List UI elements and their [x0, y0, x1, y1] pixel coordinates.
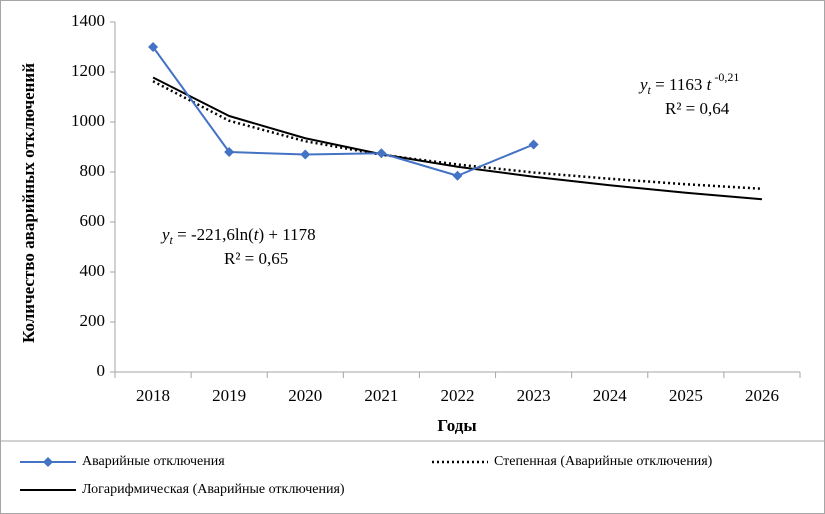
marker [224, 147, 235, 157]
y-tick-label: 800 [80, 161, 106, 180]
y-tick-label: 0 [97, 361, 106, 380]
power-r2: R² = 0,64 [665, 99, 730, 118]
eq-t: t [707, 75, 713, 94]
y-tick-label: 200 [80, 311, 106, 330]
marker [148, 42, 159, 52]
x-tick-label: 2026 [745, 386, 779, 405]
x-axis-label: Годы [437, 416, 476, 435]
y-tick-label: 400 [80, 261, 106, 280]
y-tick-label: 600 [80, 211, 106, 230]
marker [452, 170, 463, 181]
marker [376, 148, 387, 159]
y-tick-label: 1400 [71, 11, 105, 30]
legend-label: Аварийные отключения [82, 454, 225, 469]
eq-y: y [638, 75, 648, 94]
x-tick-label: 2020 [288, 386, 322, 405]
eq-t: t [254, 225, 260, 244]
y-axis-label: Количество аварийных отключений [19, 63, 38, 343]
legend-label: Степенная (Аварийные отключения) [494, 454, 713, 469]
x-tick-label: 2023 [517, 386, 551, 405]
y-tick-label: 1000 [71, 111, 105, 130]
x-tick-label: 2019 [212, 386, 246, 405]
series-line [152, 76, 763, 201]
legend-label: Логарифмическая (Аварийные отключения) [82, 482, 345, 497]
marker [43, 457, 53, 467]
x-tick-label: 2022 [441, 386, 475, 405]
log-equation: yt = -221,6ln(t) + 1178 [160, 225, 316, 247]
eq-sub: t [170, 233, 174, 247]
x-tick-label: 2018 [136, 386, 170, 405]
series-line [152, 46, 534, 177]
eq-sub: t [648, 83, 652, 97]
x-tick-label: 2024 [593, 386, 628, 405]
x-tick-label: 2025 [669, 386, 703, 405]
marker [300, 149, 311, 160]
eq-y: y [160, 225, 170, 244]
marker [528, 139, 539, 150]
power-equation: yt = 1163 t -0,21 [638, 70, 739, 97]
eq-exp: -0,21 [711, 70, 739, 84]
eq-text: = -221,6ln( [173, 225, 254, 244]
log-r2: R² = 0,65 [224, 249, 288, 268]
eq-end: ) + 1178 [259, 225, 316, 244]
x-tick-label: 2021 [364, 386, 398, 405]
y-tick-label: 1200 [71, 61, 105, 80]
eq-text: = 1163 [651, 75, 707, 94]
